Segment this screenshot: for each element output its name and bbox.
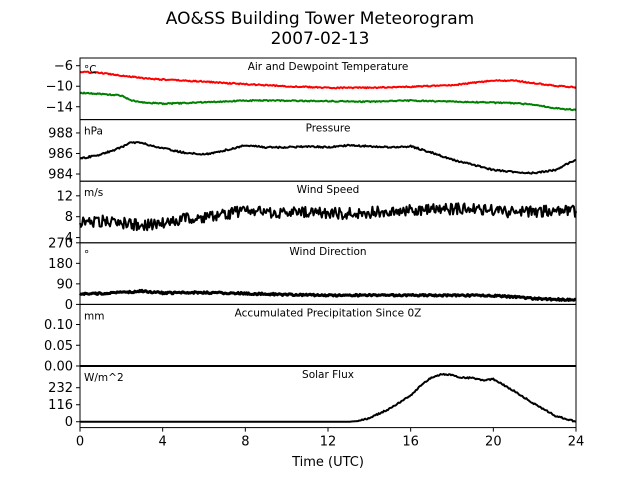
panel-2: 12 8 4 Wind Speed m/s <box>56 180 577 246</box>
y-tick-label: 232 <box>48 381 73 396</box>
y-tick-label: 0.10 <box>44 318 73 333</box>
panel-unit: ° <box>84 249 89 261</box>
y-tick-label: 90 <box>56 277 73 292</box>
y-tick-label: 8 <box>65 210 73 225</box>
x-axis-label: Time (UTC) <box>291 455 364 470</box>
x-tick-label: 16 <box>402 435 419 450</box>
panel-title: Pressure <box>306 123 351 135</box>
series-line-0-1 <box>79 91 577 112</box>
y-tick-label: 116 <box>48 398 73 413</box>
x-tick-label: 24 <box>568 435 585 450</box>
panel-3: 270 180 90 0 Wind Direction ° <box>48 236 577 313</box>
panel-5: 232 116 0 Solar Flux W/m^2 <box>48 365 577 430</box>
y-tick-label: 0.05 <box>44 339 73 354</box>
panel-unit: m/s <box>84 187 103 199</box>
y-tick-label: 270 <box>48 236 73 251</box>
figure-date: 2007-02-13 <box>271 29 370 49</box>
y-tick-label: 986 <box>48 147 73 162</box>
panel-unit: °C <box>84 64 97 76</box>
panel-unit: W/m^2 <box>84 372 124 384</box>
panel-title: Wind Speed <box>297 184 360 196</box>
x-tick-label: 0 <box>76 435 84 450</box>
y-tick-label: 4 <box>65 231 73 246</box>
series-line-5-0 <box>80 372 577 423</box>
panel-1: 988 986 984 Pressure hPa <box>48 119 577 183</box>
x-tick-label: 4 <box>159 435 167 450</box>
y-tick-label: −10 <box>46 80 73 95</box>
y-tick-label: 984 <box>48 168 73 183</box>
panel-title: Accumulated Precipitation Since 0Z <box>235 307 422 319</box>
x-tick-label: 8 <box>241 435 249 450</box>
figure-title: AO&SS Building Tower Meteorogram <box>166 9 474 29</box>
panel-unit: hPa <box>84 126 103 138</box>
panel-title: Wind Direction <box>289 246 366 258</box>
y-tick-label: −14 <box>46 100 73 115</box>
series-line-3-0 <box>78 288 577 302</box>
series-line-0-0 <box>79 70 577 90</box>
x-tick-label: 20 <box>485 435 502 450</box>
y-tick-label: 988 <box>48 126 73 141</box>
panel-unit: mm <box>84 310 104 322</box>
panel-title: Solar Flux <box>302 369 354 381</box>
panel-title: Air and Dewpoint Temperature <box>248 61 409 73</box>
series-line-1-0 <box>79 141 577 175</box>
y-tick-label: 0.00 <box>44 360 73 375</box>
x-axis: 0 4 8 12 16 20 24 <box>76 427 585 450</box>
panel-0: −6 −10 −14 Air and Dewpoint Temperature °C <box>46 57 577 121</box>
y-tick-label: 0 <box>65 415 73 430</box>
y-tick-label: −6 <box>54 59 73 74</box>
panels: −6 −10 −14 Air and Dewpoint Temperature °C 98… <box>44 57 585 450</box>
y-tick-label: 180 <box>48 257 73 272</box>
series-line-2-0 <box>79 202 577 232</box>
x-tick-label: 12 <box>320 435 337 450</box>
y-tick-label: 12 <box>56 189 73 204</box>
panel-4: 0.10 0.05 0.00 Accumulated Precipitation Si… <box>44 303 577 375</box>
y-tick-label: 0 <box>65 298 73 313</box>
